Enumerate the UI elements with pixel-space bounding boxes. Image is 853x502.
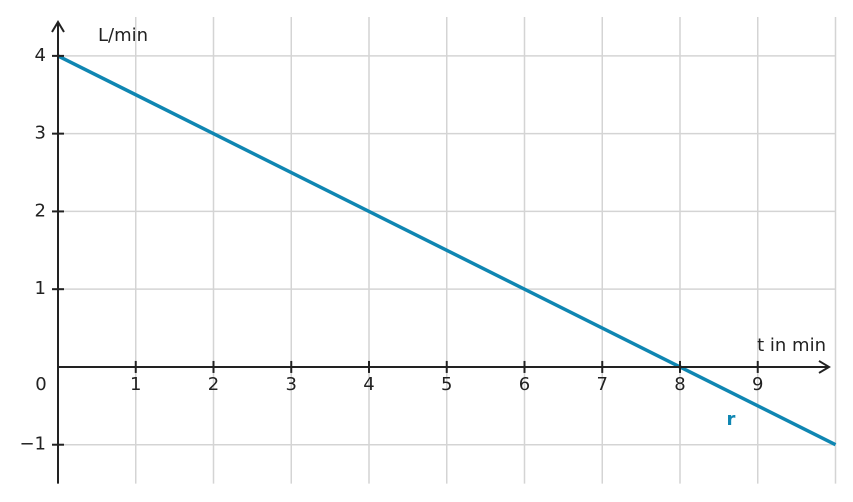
y-tick-label: 2 [35,200,46,221]
x-tick-label: 5 [441,374,452,395]
y-axis-label: L/min [98,25,148,46]
y-tick-label: −1 [19,434,46,455]
x-tick-label: 6 [519,374,530,395]
x-axis-label: t in min [757,335,826,356]
y-tick-label: 1 [35,278,46,299]
series-label: r [727,409,736,430]
x-tick-label: 8 [674,374,685,395]
origin-label: 0 [35,374,46,395]
x-tick-label: 7 [597,374,608,395]
x-tick-label: 1 [130,374,141,395]
y-tick-label: 4 [35,45,46,66]
x-tick-label: 3 [286,374,297,395]
x-tick-label: 9 [752,374,763,395]
y-tick-label: 3 [35,123,46,144]
x-axis-arrow [818,360,831,374]
x-tick-label: 4 [363,374,374,395]
y-axis-arrow [51,20,65,33]
series-line [57,54,837,447]
plot [57,54,837,447]
x-tick-label: 2 [208,374,219,395]
